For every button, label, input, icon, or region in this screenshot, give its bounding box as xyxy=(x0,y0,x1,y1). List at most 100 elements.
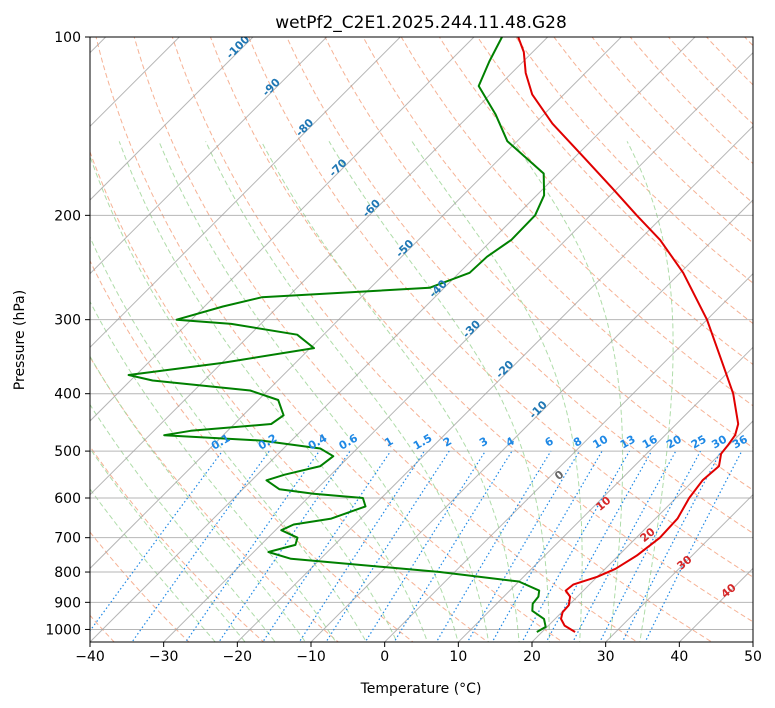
mixing-ratio-label: 3 xyxy=(477,435,490,450)
isotherm-line xyxy=(90,37,328,275)
isotherm-line xyxy=(457,346,753,642)
x-tick-label: −40 xyxy=(75,649,105,665)
mixing-ratio-line xyxy=(325,450,450,642)
mixing-ratio-line xyxy=(644,450,743,642)
moist-adiabat-line xyxy=(512,141,624,642)
dry-adiabat-line xyxy=(743,37,753,47)
isotherm-label: -10 xyxy=(527,398,550,421)
isotherm-line xyxy=(531,420,753,642)
y-tick-label: 800 xyxy=(54,565,81,581)
moist-adiabat-line xyxy=(90,403,276,642)
y-tick-label: 400 xyxy=(54,387,81,403)
mixing-ratio-label: 6 xyxy=(543,434,556,449)
isotherm-line xyxy=(236,125,753,642)
dry-adiabat-line xyxy=(362,37,753,449)
dewpoint-profile-line xyxy=(127,37,547,633)
dry-adiabat-label: 40 xyxy=(719,581,739,601)
mixing-ratio-label: 16 xyxy=(640,432,660,451)
mixing-ratio-label: 0.4 xyxy=(306,431,330,452)
isotherm-label: -70 xyxy=(326,156,349,179)
isotherm-line xyxy=(90,37,475,422)
x-tick-label: 40 xyxy=(670,649,688,665)
isotherm-label: -90 xyxy=(260,76,283,99)
mixing-ratio-line xyxy=(491,450,603,642)
dry-adiabat-line xyxy=(705,37,753,86)
isotherm-label: -80 xyxy=(293,116,316,139)
isotherm-line xyxy=(90,37,549,496)
x-axis-label: Temperature (°C) xyxy=(360,681,482,697)
y-tick-label: 900 xyxy=(54,595,81,611)
dry-adiabat-line xyxy=(90,531,190,642)
chart-title: wetPf2_C2E1.2025.244.11.48.G28 xyxy=(275,13,567,33)
mixing-ratio-line xyxy=(435,450,552,642)
y-tick-label: 300 xyxy=(54,313,81,329)
dry-adiabat-line xyxy=(90,259,414,642)
dry-adiabat-label: 10 xyxy=(593,494,613,514)
x-tick-label: 0 xyxy=(380,649,389,665)
moist-adiabat-line xyxy=(205,141,490,642)
y-tick-label: 100 xyxy=(54,30,81,46)
dry-adiabat-line xyxy=(515,37,753,284)
mixing-ratio-label: 20 xyxy=(664,432,684,451)
mixing-ratio-label: 8 xyxy=(571,435,584,450)
dry-adiabat-line xyxy=(248,37,753,578)
dry-adiabat-label: 0 xyxy=(552,468,566,483)
dry-adiabat-line xyxy=(400,37,753,407)
moist-adiabat-line xyxy=(90,235,367,642)
dry-adiabat-line xyxy=(209,37,753,623)
dry-adiabat-line xyxy=(553,37,753,244)
dry-adiabat-line xyxy=(591,37,753,204)
isotherm-line xyxy=(90,37,402,349)
mixing-ratio-line xyxy=(298,450,425,642)
mixing-ratio-line xyxy=(131,450,270,642)
y-tick-label: 500 xyxy=(54,444,81,460)
moist-adiabat-line xyxy=(90,154,398,642)
mixing-ratio-label: 36 xyxy=(730,432,750,451)
dry-adiabat-line xyxy=(286,37,753,534)
isotherm-line xyxy=(383,272,753,642)
y-tick-label: 700 xyxy=(54,531,81,547)
isotherm-line xyxy=(90,37,623,570)
mixing-ratio-label: 1.5 xyxy=(411,432,434,453)
y-axis-label: Pressure (hPa) xyxy=(12,290,28,390)
mixing-ratio-line xyxy=(90,450,223,632)
mixing-ratio-label: 1 xyxy=(382,435,395,450)
isotherm-label: -30 xyxy=(460,317,483,340)
dry-adiabat-line xyxy=(95,37,564,642)
isotherm-line xyxy=(310,199,753,642)
x-tick-label: 50 xyxy=(744,649,762,665)
x-tick-label: 20 xyxy=(523,649,541,665)
moist-adiabat-line xyxy=(158,141,459,642)
mixing-ratio-label: 13 xyxy=(618,433,638,452)
mixing-ratio-line xyxy=(262,450,392,642)
y-tick-label: 600 xyxy=(54,491,81,507)
moist-adiabat-line xyxy=(90,355,307,642)
x-tick-label: −30 xyxy=(149,649,179,665)
dry-adiabat-line xyxy=(90,445,265,642)
axes: −40 −30 −20 −10 0 10 20 30 40 5010020030040050060… xyxy=(45,30,762,665)
isotherm-line xyxy=(90,37,696,642)
x-tick-label: −20 xyxy=(223,649,253,665)
mixing-ratio-label: 0.2 xyxy=(256,432,279,453)
moist-adiabat-line xyxy=(118,141,429,642)
mixing-ratio-line xyxy=(599,450,702,642)
mixing-ratio-line xyxy=(466,450,580,642)
dry-adiabat-line xyxy=(90,150,489,642)
x-tick-label: 30 xyxy=(597,649,615,665)
dry-adiabat-line xyxy=(477,37,753,325)
mixing-ratio-label: 25 xyxy=(689,433,709,452)
isotherm-line xyxy=(162,51,753,642)
y-tick-label: 200 xyxy=(54,208,81,224)
dry-adiabat-line xyxy=(667,37,753,125)
dry-adiabat-line xyxy=(133,37,638,642)
dry-adiabat-line xyxy=(756,10,775,654)
isotherm-line xyxy=(752,641,753,642)
plot-frame xyxy=(89,36,754,643)
moist-adiabat-line xyxy=(626,141,674,642)
dry-adiabat-line xyxy=(171,37,713,642)
profile-series xyxy=(127,37,740,633)
isotherm-line xyxy=(0,10,59,654)
moist-adiabat-line xyxy=(328,141,550,642)
x-tick-label: −10 xyxy=(296,649,326,665)
